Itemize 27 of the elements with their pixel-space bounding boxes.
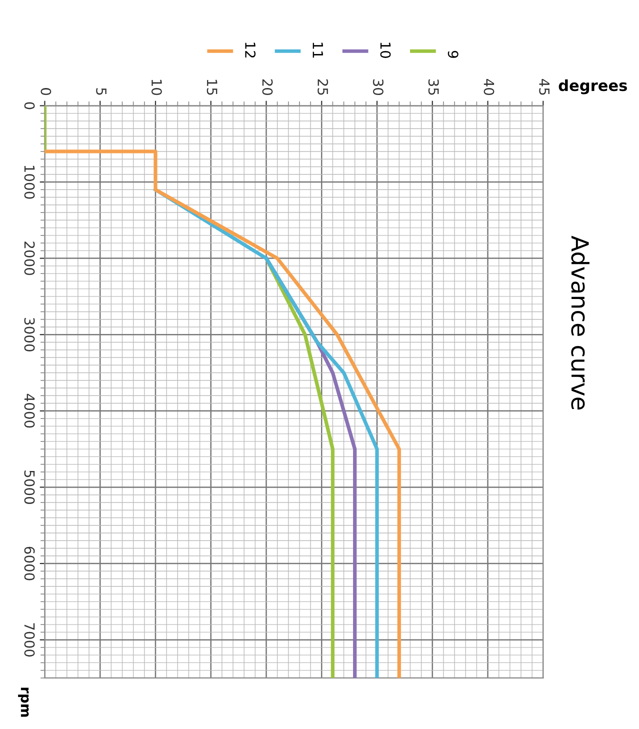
y-tick-label: 2000 [24, 242, 35, 276]
legend-label: 12 [245, 42, 256, 58]
y-tick-label: 1000 [24, 166, 35, 199]
y-tick-label: 5000 [24, 470, 35, 504]
line-series [154, 188, 379, 678]
x-tick-label: 25 [318, 79, 328, 95]
x-tick-label: 5 [96, 88, 106, 95]
line-series [44, 150, 401, 678]
x-tick-label: 35 [428, 79, 439, 95]
legend-label: 9 [448, 50, 458, 58]
y-tick-label: 4000 [24, 394, 35, 428]
x-tick-label: 10 [151, 80, 162, 96]
x-tick-label: 0 [40, 88, 52, 96]
y-axis-title: rpm [18, 688, 29, 717]
x-tick-label: 30 [372, 79, 384, 96]
x-axis-title: degrees [558, 79, 627, 94]
legend-label: 11 [312, 42, 323, 58]
y-tick-label: 3000 [24, 318, 35, 352]
x-tick-label: 40 [484, 78, 494, 96]
y-tick-label: 0 [24, 102, 35, 110]
legend-label: 10 [380, 42, 391, 58]
y-tick-label: 7000 [24, 623, 35, 657]
x-tick-label: 45 [539, 78, 550, 95]
text: Advance curve [571, 236, 590, 410]
y-tick-label: 6000 [24, 546, 35, 580]
x-tick-label: 15 [206, 80, 218, 95]
x-tick-label: 20 [262, 79, 273, 96]
